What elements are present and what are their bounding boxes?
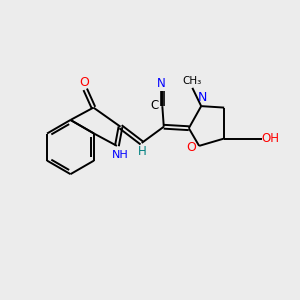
Text: N: N <box>158 77 166 90</box>
Text: C: C <box>150 99 158 112</box>
Text: OH: OH <box>261 132 279 145</box>
Text: H: H <box>138 145 147 158</box>
Text: O: O <box>80 76 90 89</box>
Text: NH: NH <box>112 150 129 160</box>
Text: N: N <box>198 92 207 104</box>
Text: CH₃: CH₃ <box>182 76 201 86</box>
Text: O: O <box>186 141 196 154</box>
